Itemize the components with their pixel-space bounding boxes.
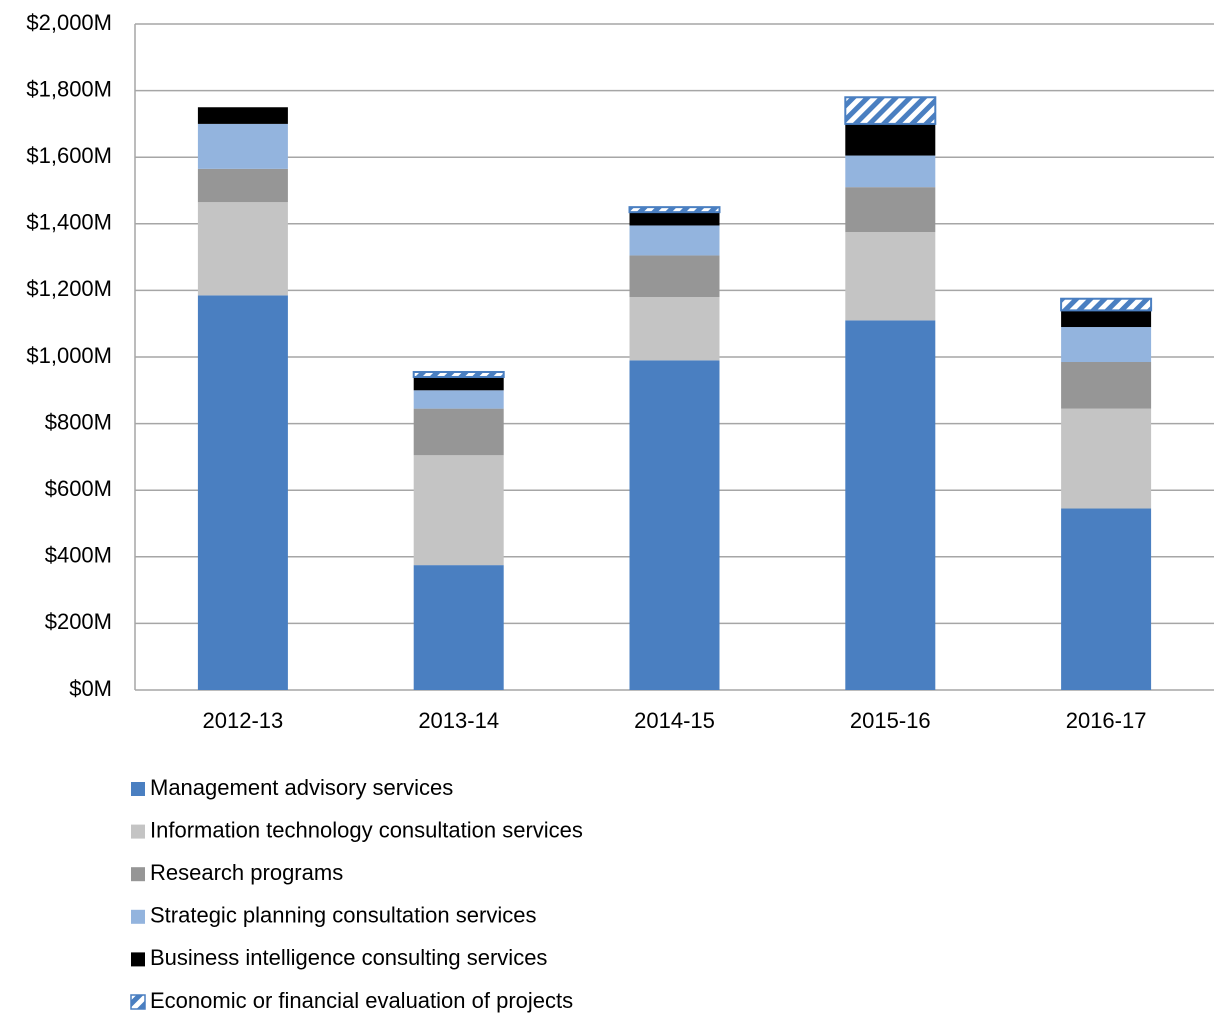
legend-label: Business intelligence consulting service… — [150, 945, 547, 970]
bar-segment — [197, 202, 288, 296]
y-tick-label: $400M — [45, 543, 112, 568]
y-tick-label: $200M — [45, 609, 112, 634]
legend-swatch — [130, 994, 146, 1010]
bar-segment — [629, 225, 720, 256]
bar-segment — [1060, 297, 1153, 312]
y-tick-label: $1,800M — [26, 76, 112, 101]
y-tick-label: $800M — [45, 409, 112, 434]
legend-swatch — [131, 867, 145, 882]
bar-segment — [1061, 327, 1152, 362]
bar-segment — [1061, 408, 1152, 509]
bar-segment — [413, 376, 504, 391]
bar-segment — [197, 168, 288, 203]
legend-label: Management advisory services — [150, 775, 453, 800]
bar-segment — [412, 370, 505, 378]
x-tick-label: 2012-13 — [203, 708, 284, 733]
x-tick-label: 2015-16 — [850, 708, 931, 733]
bar-segment — [1061, 310, 1152, 328]
y-tick-label: $1,000M — [26, 343, 112, 368]
bar-segment — [197, 123, 288, 169]
legend-swatch — [131, 909, 145, 924]
legend-swatch — [131, 952, 145, 967]
bar-segment — [1061, 508, 1152, 690]
x-tick-label: 2014-15 — [634, 708, 715, 733]
y-tick-label: $1,400M — [26, 210, 112, 235]
y-tick-label: $600M — [45, 476, 112, 501]
x-tick-label: 2016-17 — [1066, 708, 1147, 733]
bar-segment — [845, 187, 936, 233]
bar-segment — [629, 360, 720, 690]
y-tick-label: $0M — [69, 676, 112, 701]
legend-label: Research programs — [150, 860, 343, 885]
legend-label: Information technology consultation serv… — [150, 817, 583, 842]
bar-segment — [845, 123, 936, 156]
bar-segment — [413, 408, 504, 456]
bar-segment — [629, 255, 720, 298]
y-tick-label: $2,000M — [26, 10, 112, 35]
bar-segment — [413, 565, 504, 690]
bar-segment — [845, 155, 936, 188]
bar-segment — [628, 206, 721, 214]
bar-segment — [845, 320, 936, 690]
bar-segment — [1061, 361, 1152, 409]
legend-label: Economic or financial evaluation of proj… — [150, 988, 573, 1013]
y-tick-label: $1,200M — [26, 276, 112, 301]
bar-segment — [629, 297, 720, 361]
bar-segment — [629, 212, 720, 226]
x-tick-label: 2013-14 — [418, 708, 499, 733]
bar-segment — [413, 390, 504, 409]
bar-segment — [413, 455, 504, 566]
bar-segment — [197, 107, 288, 124]
legend-swatch — [131, 782, 145, 796]
bar-segment — [197, 295, 288, 690]
y-tick-label: $1,600M — [26, 143, 112, 168]
legend-swatch — [131, 824, 145, 839]
legend-label: Strategic planning consultation services — [150, 903, 536, 928]
bar-segment — [845, 232, 936, 321]
bar-segment — [844, 96, 937, 125]
